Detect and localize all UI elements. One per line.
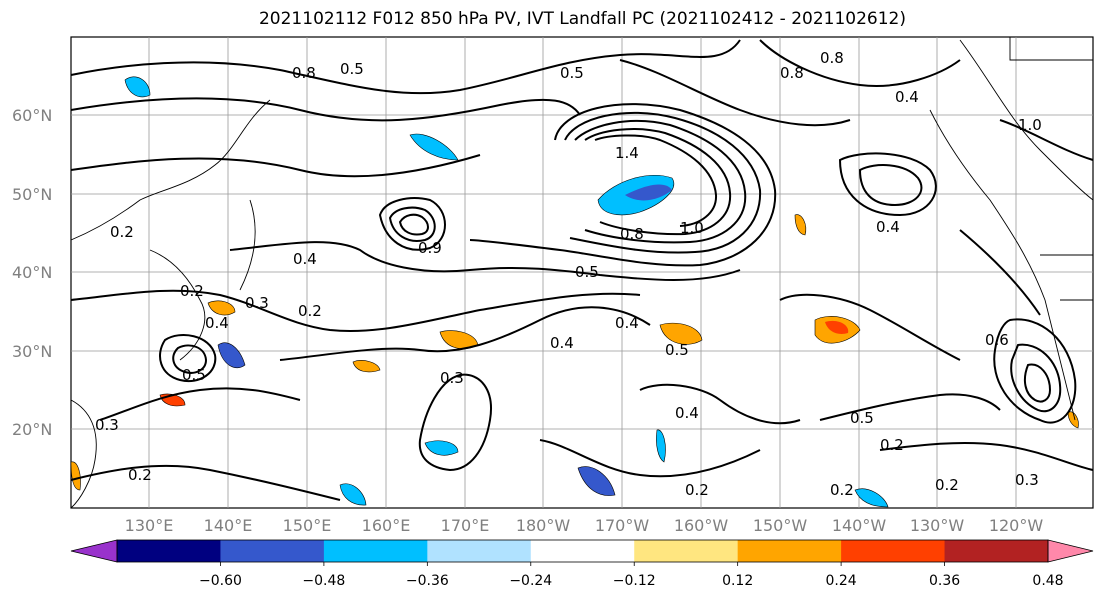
colorbar-right-arrow: [1047, 539, 1094, 563]
contour-label: 0.4: [205, 314, 229, 332]
contour-label: 0.4: [876, 218, 900, 236]
contour-label: 0.3: [95, 416, 119, 434]
colorbar-cell: [220, 540, 325, 562]
contour-label: 0.3: [440, 369, 464, 387]
colorbar-tick-label: 0.48: [1032, 573, 1063, 589]
map-title: 2021102112 F012 850 hPa PV, IVT Landfall…: [258, 9, 906, 29]
lat-label: 30°N: [12, 342, 52, 361]
contour-label: 0.3: [1015, 471, 1039, 489]
lon-label: 150°E: [283, 516, 332, 535]
latitude-labels: 60°N 50°N 40°N 30°N 20°N: [12, 106, 52, 439]
colorbar-tick-label: −0.60: [199, 573, 242, 589]
lon-label: 150°W: [753, 516, 808, 535]
map-panel: 0.8 0.8 0.8 0.8 0.5 0.5 0.5 0.5 0.5 0.5 …: [12, 36, 1094, 535]
lon-label: 180°W: [516, 516, 571, 535]
contour-label: 0.2: [298, 302, 322, 320]
colorbar-tick-label: 0.36: [929, 573, 960, 589]
contour-label: 0.4: [675, 404, 699, 422]
lon-label: 160°W: [674, 516, 729, 535]
colorbar-tick-label: −0.12: [613, 573, 656, 589]
contour-label: 0.3: [245, 294, 269, 312]
colorbar-cell: [117, 540, 221, 562]
colorbar-cell: [634, 540, 739, 562]
lon-label: 160°E: [362, 516, 411, 535]
colorbar-cell: [841, 540, 946, 562]
colorbar-tick-label: −0.36: [406, 573, 449, 589]
contour-label: 0.4: [615, 314, 639, 332]
contour-label: 0.5: [665, 341, 689, 359]
colorbar-cell: [1048, 540, 1093, 562]
colorbar-tick-label: 0.12: [722, 573, 753, 589]
contour-label: 0.2: [180, 282, 204, 300]
gridlines: [71, 37, 1093, 508]
lat-label: 20°N: [12, 420, 52, 439]
lon-label: 120°W: [989, 516, 1044, 535]
longitude-labels: 130°E 140°E 150°E 160°E 170°E 180°W 170°…: [125, 516, 1044, 535]
contour-label: 0.2: [110, 223, 134, 241]
contour-label: 0.8: [620, 225, 644, 243]
contour-label: 0.4: [895, 88, 919, 106]
colorbar-cell: [737, 540, 842, 562]
contour-label: 0.2: [685, 481, 709, 499]
contour-label: 0.9: [418, 239, 442, 257]
lon-label: 130°W: [910, 516, 965, 535]
contour-label: 0.4: [293, 250, 317, 268]
contour-label: 0.2: [935, 476, 959, 494]
contour-label: 0.6: [985, 331, 1009, 349]
pv-contours: [70, 39, 1094, 501]
lat-label: 40°N: [12, 263, 52, 282]
colorbar-cell: [323, 540, 428, 562]
contour-label: 1.0: [680, 219, 704, 237]
contour-label: 0.8: [780, 64, 804, 82]
contour-labels: 0.8 0.8 0.8 0.8 0.5 0.5 0.5 0.5 0.5 0.5 …: [95, 49, 1042, 499]
colorbar-cell: [427, 540, 532, 562]
colorbar-cell: [71, 540, 117, 562]
contour-label: 0.8: [292, 64, 316, 82]
contour-label: 1.4: [615, 144, 639, 162]
contour-label: 0.5: [340, 60, 364, 78]
contour-label: 0.2: [128, 466, 152, 484]
lat-label: 60°N: [12, 106, 52, 125]
contour-label: 0.8: [820, 49, 844, 67]
lon-label: 140°W: [832, 516, 887, 535]
colorbar-tick-label: 0.24: [826, 573, 857, 589]
colorbar-cell: [530, 540, 635, 562]
contour-label: 0.2: [880, 436, 904, 454]
lon-label: 170°W: [595, 516, 650, 535]
coastlines: [70, 37, 1094, 509]
lon-label: 170°E: [441, 516, 490, 535]
contour-label: 0.2: [830, 481, 854, 499]
pv-shading: [70, 76, 1079, 508]
contour-label: 0.5: [560, 64, 584, 82]
colorbar-tick-label: −0.48: [302, 573, 345, 589]
contour-label: 0.5: [850, 409, 874, 427]
colorbar-cell: [944, 540, 1049, 562]
contour-label: 0.5: [575, 263, 599, 281]
contour-label: 1.0: [1018, 116, 1042, 134]
contour-label: 0.5: [182, 366, 206, 384]
contour-label: 0.4: [550, 334, 574, 352]
colorbar-tick-label: −0.24: [509, 573, 552, 589]
colorbar: −0.60 −0.48 −0.36 −0.24 −0.12 0.12 0.24 0.36 0.4…: [70, 539, 1094, 589]
lat-label: 50°N: [12, 185, 52, 204]
lon-label: 130°E: [125, 516, 174, 535]
lon-label: 140°E: [204, 516, 253, 535]
